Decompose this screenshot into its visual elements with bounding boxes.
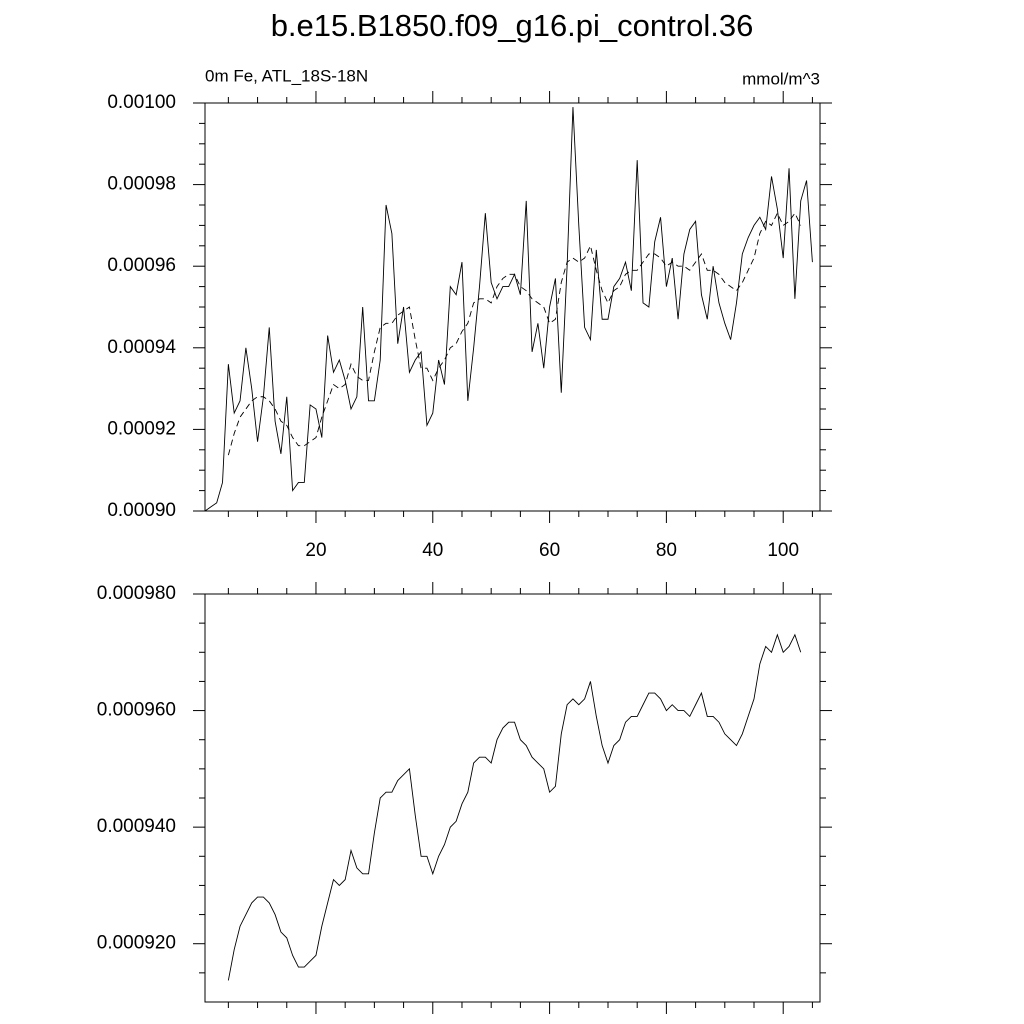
left-label: 0m Fe, ATL_18S-18N	[205, 66, 368, 85]
x-tick-label: 40	[422, 540, 443, 561]
y-tick-label: 0.00094	[107, 337, 176, 358]
y-tick-label: 0.000920	[97, 933, 176, 954]
x-tick-label: 20	[305, 540, 326, 561]
figure-title: b.e15.B1850.f09_g16.pi_control.36	[271, 8, 754, 43]
data-line	[204, 107, 813, 512]
y-tick-label: 0.000940	[97, 816, 176, 837]
x-tick-label: 80	[656, 540, 677, 561]
x-tick-label: 60	[539, 540, 560, 561]
data-line	[227, 633, 802, 981]
y-tick-label: 0.00096	[107, 255, 176, 276]
y-tick-label: 0.00090	[107, 500, 176, 521]
y-tick-label: 0.000980	[97, 583, 176, 604]
y-tick-label: 0.000960	[97, 700, 176, 721]
running-mean-line	[227, 212, 802, 456]
x-tick-label: 100	[767, 540, 799, 561]
y-tick-label: 0.00098	[107, 174, 176, 195]
y-tick-label: 0.00100	[107, 92, 176, 113]
right-label: mmol/m^3	[742, 69, 820, 88]
y-tick-label: 0.00092	[107, 418, 176, 439]
